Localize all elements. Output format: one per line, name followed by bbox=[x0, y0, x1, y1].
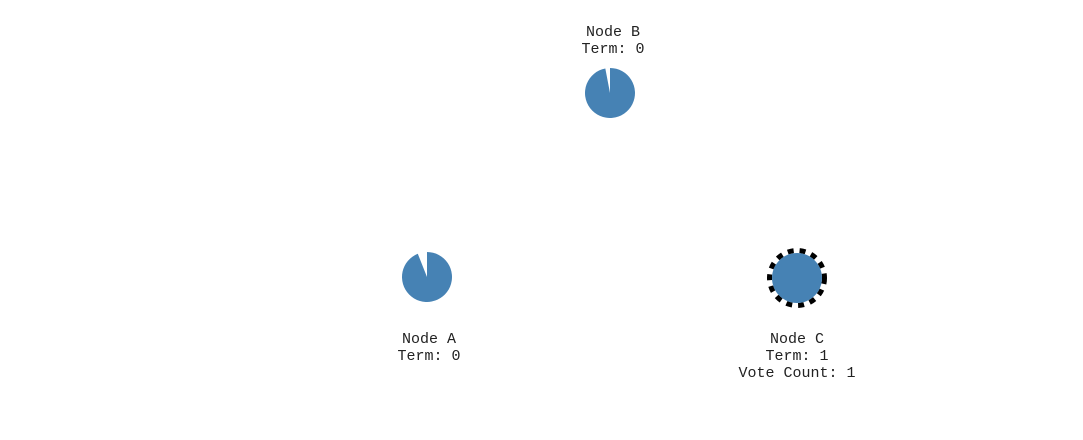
node-c-candidate-ring bbox=[767, 248, 827, 308]
node-b-term: Term: 0 bbox=[581, 41, 644, 58]
node-b-timer-disc bbox=[585, 68, 635, 118]
node-c-timer-disc bbox=[772, 253, 822, 303]
node-b-name: Node B bbox=[586, 24, 640, 41]
node-a-timer-disc bbox=[401, 252, 452, 303]
node-b[interactable]: Node B Term: 0 bbox=[581, 24, 645, 118]
node-c-term: Term: 1 bbox=[765, 348, 828, 365]
node-c[interactable]: Node C Term: 1 Vote Count: 1 bbox=[738, 248, 856, 383]
node-a-term: Term: 0 bbox=[397, 348, 460, 365]
node-a-name: Node A bbox=[402, 331, 456, 348]
node-a[interactable]: Node A Term: 0 bbox=[397, 252, 461, 365]
node-c-name: Node C bbox=[770, 331, 824, 348]
node-c-vote-count: Vote Count: 1 bbox=[738, 365, 855, 382]
